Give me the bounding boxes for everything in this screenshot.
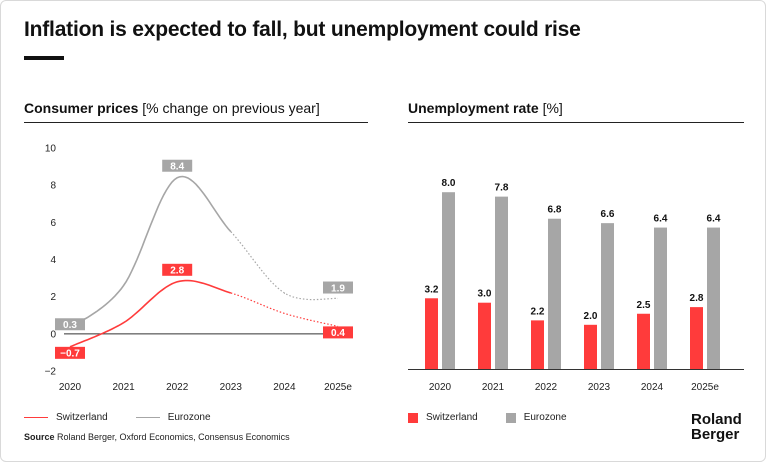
legend-label-switzerland-bar: Switzerland	[426, 412, 478, 423]
switzerland-bar-value-label: 2.8	[690, 293, 704, 304]
eurozone-bar-value-label: 6.4	[654, 214, 668, 225]
x-tick-label: 2025e	[324, 382, 352, 393]
x-tick-label: 2021	[112, 382, 135, 393]
eurozone-bar	[654, 227, 667, 369]
bar-category-label: 2022	[535, 382, 558, 393]
legend-label-switzerland: Switzerland	[56, 412, 108, 423]
unemployment-title: Unemployment rate [%]	[408, 100, 563, 116]
bar-category-label: 2025e	[691, 382, 719, 393]
x-tick-label: 2022	[166, 382, 189, 393]
y-tick-label: 10	[45, 144, 57, 155]
right-title-rule	[408, 122, 744, 123]
source-note: Source Roland Berger, Oxford Economics, …	[24, 432, 290, 442]
bar-category-label: 2020	[429, 382, 452, 393]
switzerland-bar	[531, 320, 544, 369]
y-tick-label: 2	[50, 292, 56, 303]
legend-item-switzerland: Switzerland	[24, 412, 108, 423]
switzerland-bar	[584, 324, 597, 369]
legend-item-switzerland-bar: Switzerland	[408, 412, 478, 423]
eurozone-value-label: 1.9	[331, 283, 345, 294]
logo-line-2: Berger	[691, 426, 740, 443]
eurozone-bar	[548, 218, 561, 369]
bar-legend: Switzerland Eurozone	[408, 412, 595, 423]
switzerland-line-actual	[69, 279, 232, 348]
eurozone-bar-value-label: 6.6	[601, 209, 615, 220]
switzerland-bar-value-label: 2.0	[584, 311, 598, 322]
switzerland-value-label-box	[323, 326, 353, 339]
switzerland-bar	[425, 298, 438, 369]
legend-item-eurozone: Eurozone	[135, 412, 211, 423]
x-tick-label: 2020	[59, 382, 82, 393]
switzerland-value-label: −0.7	[60, 349, 80, 360]
switzerland-bar	[478, 302, 491, 369]
y-tick-label: 4	[50, 255, 56, 266]
eurozone-box-swatch	[505, 412, 516, 423]
eurozone-line-actual	[69, 175, 232, 329]
y-tick-label: −2	[45, 367, 57, 378]
bar-category-label: 2024	[641, 382, 664, 393]
switzerland-bar-value-label: 3.0	[478, 289, 492, 300]
consumer-prices-title-text: Consumer prices	[24, 100, 139, 116]
switzerland-bar-value-label: 3.2	[425, 284, 439, 295]
y-tick-label: 6	[50, 218, 56, 229]
switzerland-value-label-box	[55, 346, 85, 359]
legend-label-eurozone: Eurozone	[167, 412, 211, 423]
bar-category-label: 2023	[588, 382, 611, 393]
switzerland-bar	[690, 307, 703, 369]
switzerland-bar-value-label: 2.2	[531, 306, 545, 317]
eurozone-value-label: 0.3	[63, 320, 77, 331]
main-title: Inflation is expected to fall, but unemp…	[24, 18, 581, 41]
source-label: Source	[24, 432, 55, 442]
unemployment-unit: [%]	[542, 100, 563, 116]
eurozone-bar-value-label: 7.8	[495, 183, 509, 194]
switzerland-value-label-box	[162, 263, 193, 276]
eurozone-value-label: 8.4	[170, 162, 184, 173]
legend-label-eurozone-bar: Eurozone	[523, 412, 567, 423]
bar-category-label: 2021	[482, 382, 505, 393]
logo-line-1: Roland	[691, 411, 742, 428]
eurozone-bar	[442, 192, 455, 369]
consumer-prices-unit: [% change on previous year]	[142, 100, 320, 116]
eurozone-value-label-box	[162, 159, 193, 172]
eurozone-bar	[707, 227, 720, 369]
switzerland-bar	[637, 313, 650, 369]
unemployment-title-text: Unemployment rate	[408, 100, 539, 116]
switzerland-value-label: 2.8	[170, 266, 184, 277]
eurozone-bar	[495, 196, 508, 369]
title-accent-bar	[24, 56, 64, 60]
eurozone-line-swatch	[135, 416, 160, 419]
y-tick-label: 0	[50, 329, 56, 340]
x-tick-label: 2023	[220, 382, 243, 393]
switzerland-box-swatch	[408, 412, 418, 423]
eurozone-bar-value-label: 6.4	[707, 214, 721, 225]
switzerland-bar-value-label: 2.5	[637, 300, 651, 311]
switzerland-value-label: 0.4	[331, 328, 345, 339]
line-legend: Switzerland Eurozone	[24, 412, 239, 423]
eurozone-line-forecast	[230, 231, 339, 301]
switzerland-line-forecast	[230, 292, 339, 327]
eurozone-value-label-box	[323, 281, 353, 294]
y-tick-label: 8	[50, 181, 56, 192]
source-text: Roland Berger, Oxford Economics, Consens…	[54, 432, 290, 442]
eurozone-bar-value-label: 8.0	[442, 178, 456, 189]
eurozone-bar	[601, 223, 614, 369]
consumer-prices-title: Consumer prices [% change on previous ye…	[24, 100, 320, 116]
left-title-rule	[24, 122, 368, 123]
eurozone-bar-value-label: 6.8	[548, 205, 562, 216]
legend-item-eurozone-bar: Eurozone	[505, 412, 567, 423]
eurozone-value-label-box	[55, 318, 85, 331]
roland-berger-logo: Roland Berger	[691, 412, 742, 442]
x-tick-label: 2024	[273, 382, 296, 393]
switzerland-line-swatch	[24, 416, 48, 419]
